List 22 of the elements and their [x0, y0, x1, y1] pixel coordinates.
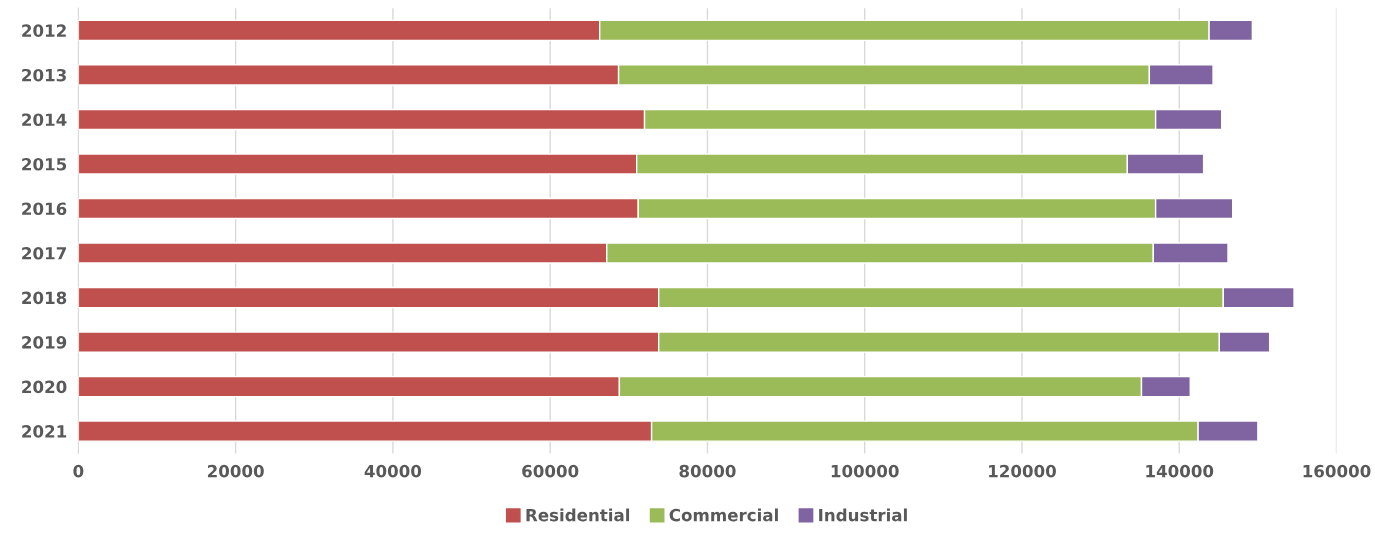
y-tick-label: 2014 — [22, 113, 67, 127]
y-tick-label: 2018 — [22, 291, 67, 305]
x-tick-label: 120000 — [989, 464, 1056, 478]
y-tick-label: 2017 — [22, 247, 66, 260]
x-tick-label: 40000 — [364, 464, 422, 478]
y-tick-label: 2021 — [22, 425, 67, 438]
x-tick-label: 140000 — [1146, 464, 1214, 478]
y-tick-label: 2016 — [22, 202, 67, 216]
x-tick-label: 60000 — [522, 464, 579, 478]
x-tick-label: 80000 — [679, 464, 736, 478]
y-tick-label: 2013 — [22, 68, 66, 82]
x-tick-label: 0 — [73, 464, 84, 478]
legend-label: Residential — [526, 508, 630, 522]
x-tick-label: 20000 — [207, 464, 264, 478]
y-tick-label: 2019 — [22, 336, 67, 349]
legend-label: Commercial — [669, 508, 778, 522]
x-tick-label: 160000 — [1303, 464, 1371, 478]
x-tick-label: 100000 — [831, 464, 899, 478]
y-tick-label: 2015 — [22, 157, 67, 171]
legend-label: Industrial — [819, 508, 907, 522]
y-tick-label: 2020 — [22, 380, 67, 394]
y-tick-label: 2012 — [22, 24, 66, 37]
